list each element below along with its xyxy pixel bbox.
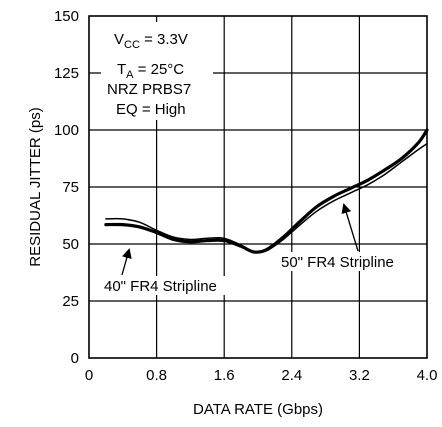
annotation-40in-label: 40" FR4 Stripline [104,278,217,295]
x-tick-label: 3.2 [349,367,370,384]
x-tick-labels: 0 0.8 1.6 2.4 3.2 4.0 [85,367,438,384]
conditions-background [101,22,213,120]
grid-lines [89,16,427,358]
y-tick-labels: 0 25 50 75 100 125 150 [54,8,79,367]
y-tick-label: 75 [62,179,79,196]
y-tick-label: 0 [71,350,79,367]
annotation-50in-arrow [341,203,359,252]
x-tick-label: 2.4 [281,367,302,384]
series-lines [104,128,429,254]
y-tick-label: 150 [54,8,79,25]
y-tick-label: 100 [54,122,79,139]
x-tick-label: 0.8 [146,367,167,384]
x-tick-label: 0 [85,367,93,384]
annotation-40in-arrow [121,248,132,276]
plot-frame [88,15,428,359]
annotation-50in: 50" FR4 Stripline [279,203,417,271]
condition-vcc: VCC = 3.3V [114,31,188,51]
test-conditions: VCC = 3.3V TA = 25°C NRZ PRBS7 EQ = High [101,22,213,120]
condition-ta: TA = 25°C [117,61,184,81]
condition-eq: EQ = High [116,101,186,118]
annotation-50in-label: 50" FR4 Stripline [281,254,394,271]
annotation-40in: 40" FR4 Stripline [101,248,239,295]
x-tick-label: 1.6 [214,367,235,384]
x-tick-label: 4.0 [417,367,438,384]
y-axis-title: RESIDUAL JITTER (ps) [27,107,44,266]
annotation-50in-background [279,252,417,271]
series-line-40in-fr4-stripline [104,128,429,254]
y-tick-label: 50 [62,236,79,253]
annotation-40in-background [101,276,239,295]
y-tick-label: 25 [62,293,79,310]
series-line-50in-fr4-stripline [105,142,428,254]
condition-pattern: NRZ PRBS7 [107,81,191,98]
x-axis-title: DATA RATE (Gbps) [193,401,323,418]
y-tick-label: 125 [54,65,79,82]
